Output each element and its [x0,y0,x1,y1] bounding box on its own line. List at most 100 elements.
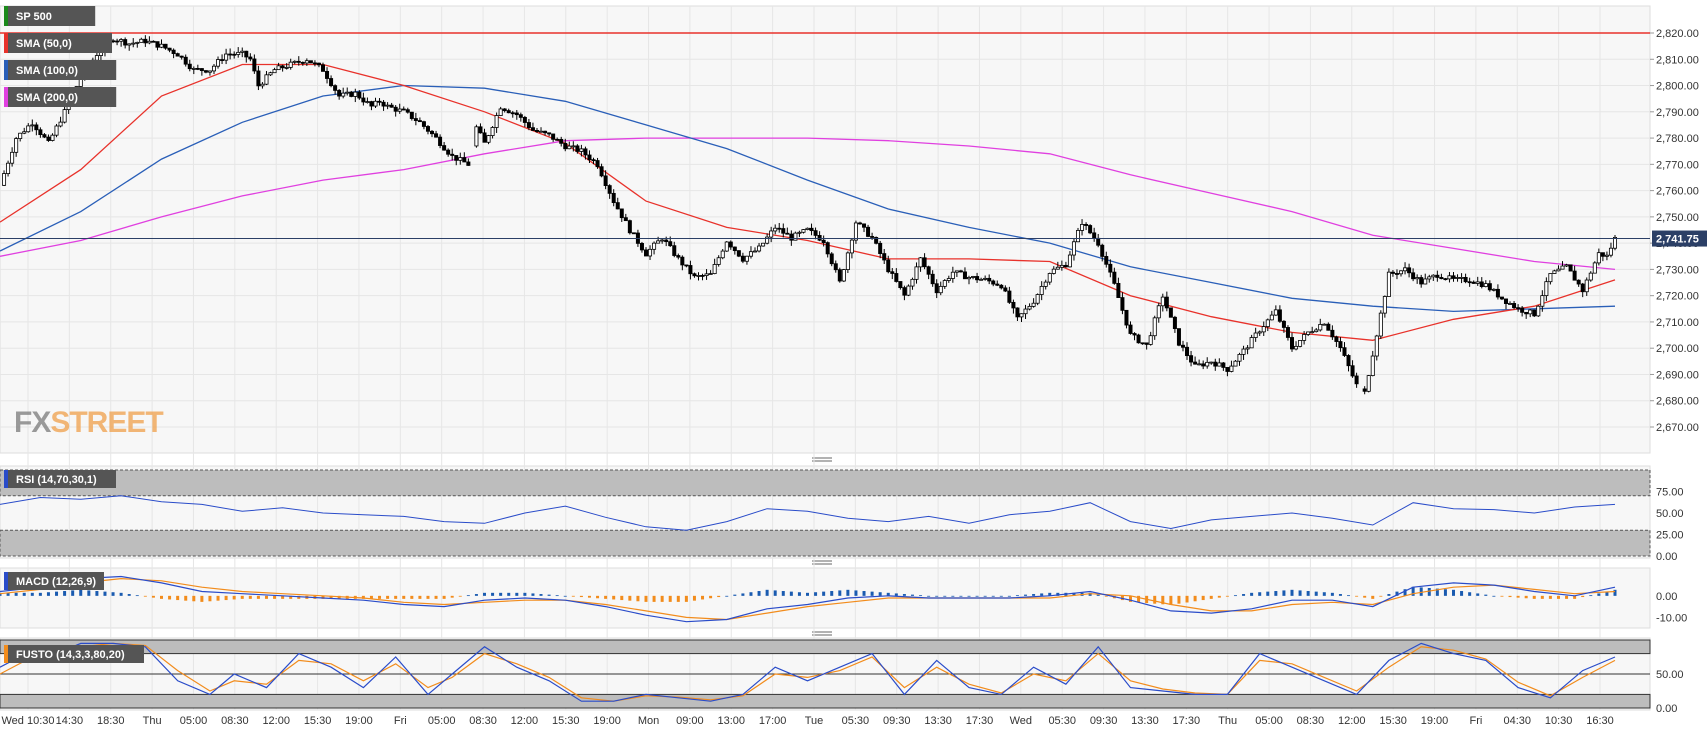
candle-body [849,239,854,254]
candle-body [1063,264,1068,268]
candle-body [389,104,394,108]
candle-body [183,56,188,65]
macd-hist-bar [1007,595,1011,597]
candle-body [486,135,491,143]
candle-body [442,145,447,151]
candle-body [801,229,806,233]
candle-body [1051,268,1056,274]
time-tick-label: 17:00 [759,715,787,727]
candle-body [207,70,212,73]
candle-body [1229,365,1234,372]
macd-hist-bar [967,595,971,597]
time-tick-label: 05:00 [180,715,208,727]
candle-body [1011,301,1016,309]
candle-body [1302,334,1307,341]
macd-hist-bar [103,591,107,596]
price-tick-label: 2,680.00 [1656,396,1699,408]
legend-label: SMA (50,0) [16,38,72,50]
macd-hist-bar [46,592,50,596]
candle-body [870,236,875,238]
rsi-path [0,495,1616,531]
candle-body [397,108,402,112]
candle-body [623,217,628,222]
macd-tag[interactable]: MACD (12,26,9) [4,572,104,590]
legend-item[interactable] [4,33,112,53]
panel-resize-handle-1[interactable] [812,457,832,462]
macd-hist-bar [224,595,228,601]
legend-item[interactable] [4,87,117,107]
macd-hist-bar [281,595,285,599]
macd-hist-bar [975,595,979,597]
candle-body [1104,256,1109,265]
candle-body [1608,247,1613,256]
candle-body [329,78,334,87]
candle-body [34,124,39,131]
sma-50-path [0,63,1616,341]
macd-hist-bar [1443,589,1447,596]
price-levels [0,32,1650,240]
time-tick-label: 17:30 [1173,715,1201,727]
candle-body [1536,305,1541,317]
macd-hist-bar [991,595,995,597]
legend-item[interactable] [4,6,96,26]
macd-hist-bar [289,595,293,599]
candle-body [902,287,907,296]
candle-body [1370,355,1375,376]
candle-body [304,60,309,64]
macd-hist-bar [862,591,866,596]
candle-body [639,242,644,251]
macd-hist-bar [838,590,842,596]
candle-body [1491,288,1496,291]
macd-hist-bar [1476,593,1480,596]
macd-hist-bar [329,595,333,599]
candle-body [761,242,766,247]
macd-hist-bar [1581,595,1585,598]
candle-body [1499,296,1504,300]
candle-body [696,275,701,277]
candle-body [922,257,927,268]
fusto-tag[interactable]: FUSTO (14,3,3,80,20) [4,645,144,663]
macd-hist-bar [983,595,987,597]
macd-hist-bar [1484,594,1488,596]
legend-item[interactable] [4,60,117,80]
macd-hist-bar [733,594,737,596]
candle-body [228,53,233,56]
macd-hist-bar [321,595,325,599]
candle-body [1354,375,1359,385]
macd-hist-bar [806,592,809,596]
macd-hist-bar [1540,595,1544,599]
candle-body [1112,271,1117,284]
macd-hist-bar [1266,591,1270,596]
candle-body [1524,311,1529,315]
rsi-tag[interactable]: RSI (14,70,30,1) [4,470,116,488]
candle-body [312,62,317,65]
panel-resize-handle-3[interactable] [812,631,832,636]
macd-hist-bar [1516,595,1520,598]
candle-body [1071,241,1076,256]
macd-hist-bar [1460,591,1464,596]
candle-body [1039,285,1044,295]
candle-body [30,124,35,127]
candle-body [1306,331,1311,335]
candle-body [874,237,879,244]
candle-body [1475,281,1480,284]
candle-body [1172,316,1177,329]
time-tick-label: 18:30 [97,715,125,727]
macd-hist-bar [1088,592,1092,596]
macd-hist-bar [30,592,34,596]
macd-hist-bar [717,595,721,598]
macd-hist-bar [264,595,268,599]
time-tick-label: Tue [805,715,824,727]
candle-body [1031,302,1036,307]
candle-body [1520,307,1525,313]
candle-body [607,185,612,194]
macd-hist-bar [1435,588,1439,596]
macd-hist-bar [1096,594,1100,596]
panel-resize-handle-2[interactable] [812,560,832,565]
candle-body [1394,273,1399,275]
candle-body [644,249,649,257]
candle-body [466,161,471,166]
candle-body [809,227,814,232]
candle-body [591,159,596,162]
